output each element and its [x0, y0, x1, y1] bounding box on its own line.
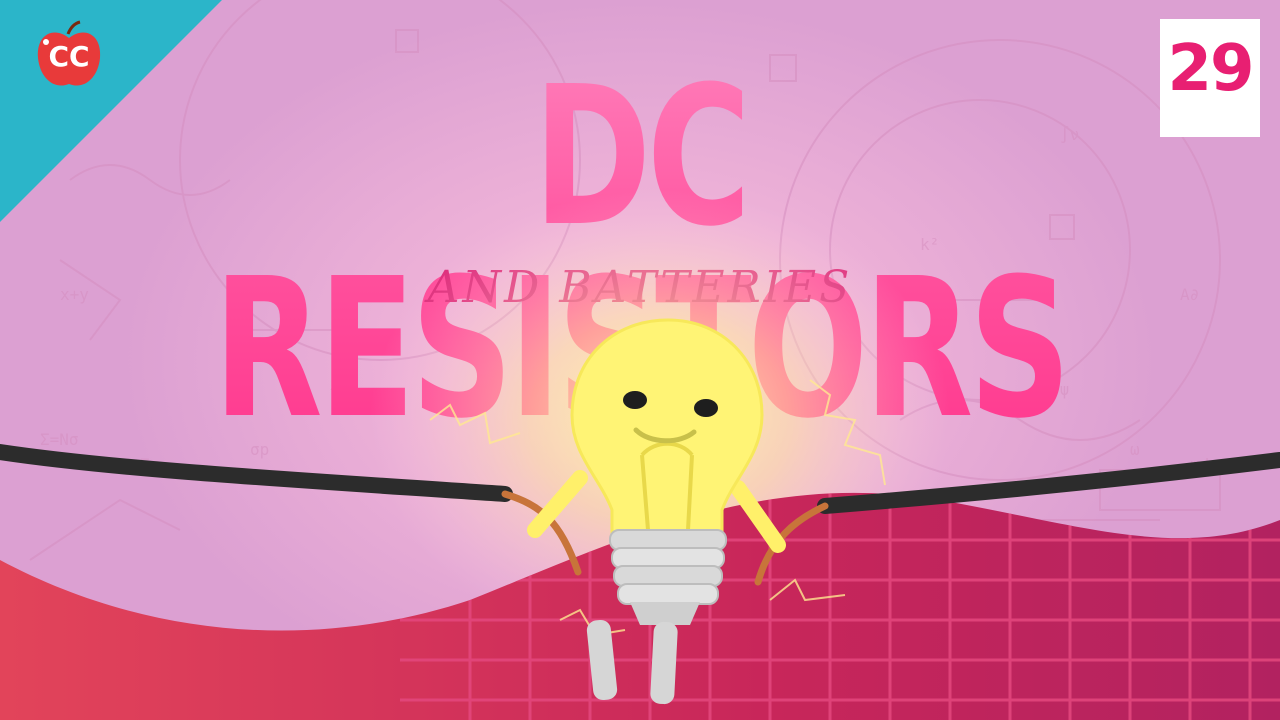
- svg-text:λ/2: λ/2: [330, 375, 359, 394]
- bulb-filament: [640, 441, 694, 531]
- bulb-left-leg: [586, 619, 618, 701]
- bulb-left-arm: [527, 470, 588, 538]
- bulb-right-leg: [650, 621, 678, 705]
- svg-text:ω: ω: [1130, 440, 1140, 459]
- bulb-left-eye: [623, 391, 647, 409]
- svg-text:A∂: A∂: [1180, 285, 1199, 304]
- bulb-right-arm: [730, 480, 786, 553]
- right-wire-copper: [754, 502, 829, 586]
- svg-text:x+y: x+y: [60, 285, 89, 304]
- episode-number: 29: [1167, 32, 1254, 106]
- svg-text:dψ: dψ: [980, 395, 999, 414]
- svg-text:Σ=Nσ: Σ=Nσ: [40, 430, 79, 449]
- left-wire: [0, 444, 513, 502]
- episode-badge: [1160, 19, 1260, 137]
- svg-text:∫ν: ∫ν: [1060, 125, 1079, 144]
- svg-text:~ψ: ~ψ: [1050, 380, 1069, 399]
- crash-course-logo-icon: [37, 20, 101, 86]
- bulb-base: [609, 529, 727, 625]
- bulb-right-eye: [694, 399, 718, 417]
- right-wire: [817, 452, 1280, 514]
- bulb-smile: [633, 427, 697, 444]
- logo-text: CC: [48, 40, 90, 73]
- svg-text:σp: σp: [250, 440, 269, 459]
- svg-text:k²: k²: [920, 235, 939, 254]
